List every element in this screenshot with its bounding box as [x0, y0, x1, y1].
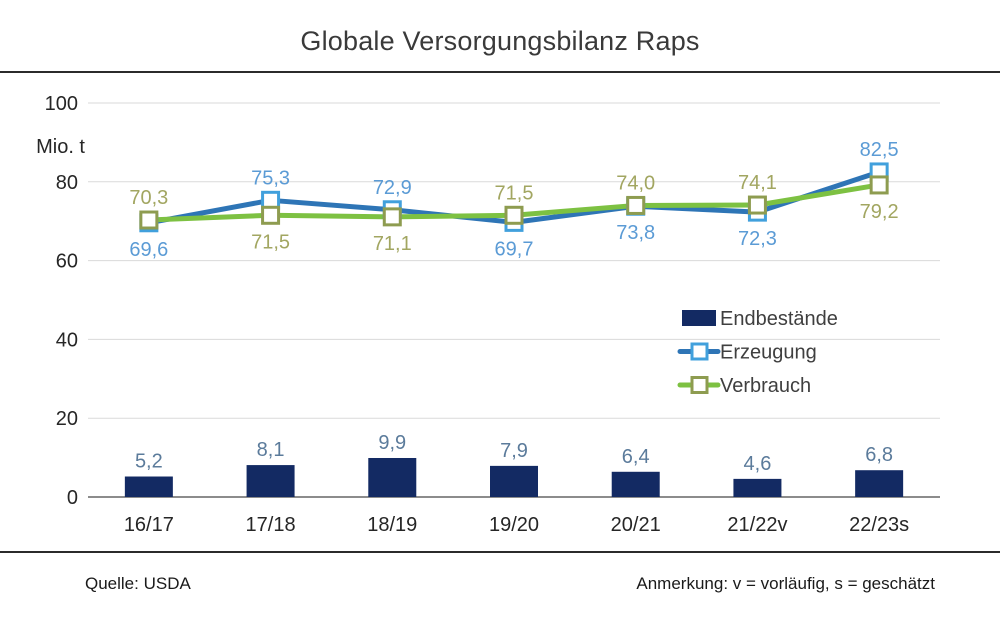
data-label: 73,8 — [616, 222, 655, 244]
data-label: 74,0 — [616, 172, 655, 194]
legend-label: Verbrauch — [720, 375, 811, 397]
marker-verbrauch — [626, 195, 646, 215]
x-tick-label: 22/23s — [849, 514, 909, 536]
marker-verbrauch — [747, 195, 767, 215]
y-tick-label: 20 — [56, 408, 78, 430]
bar — [855, 470, 904, 497]
marker-verbrauch — [139, 210, 159, 230]
data-label: 75,3 — [251, 167, 290, 189]
bar-value-label: 6,8 — [865, 444, 893, 466]
x-tick-label: 21/22v — [727, 514, 787, 536]
data-label: 69,7 — [495, 238, 534, 260]
marker-verbrauch — [869, 175, 889, 195]
source-note: Quelle: USDA — [85, 574, 191, 593]
bar-value-label: 9,9 — [378, 432, 406, 454]
bar — [124, 476, 173, 497]
bottom-divider — [0, 551, 1000, 553]
y-tick-label: 100 — [45, 93, 78, 115]
x-tick-label: 19/20 — [489, 514, 539, 536]
chart-title: Globale Versorgungsbilanz Raps — [300, 26, 700, 56]
marker-verbrauch — [382, 207, 402, 227]
bar-value-label: 7,9 — [500, 440, 528, 462]
bar — [611, 471, 660, 497]
bar — [490, 465, 538, 497]
bar — [733, 478, 782, 497]
data-label: 69,6 — [129, 239, 168, 261]
data-label: 70,3 — [129, 187, 168, 209]
x-tick-label: 16/17 — [124, 514, 174, 536]
legend-label: Erzeugung — [720, 342, 817, 364]
annotation-note: Anmerkung: v = vorläufig, s = geschätzt — [636, 574, 935, 593]
legend-marker-swatch — [690, 342, 709, 361]
bar-value-label: 6,4 — [622, 446, 650, 468]
x-tick-label: 20/21 — [611, 514, 661, 536]
data-label: 71,1 — [373, 233, 412, 255]
x-tick-label: 17/18 — [246, 514, 296, 536]
legend-label: Endbestände — [720, 308, 838, 330]
marker-verbrauch — [504, 205, 524, 225]
data-label: 71,5 — [251, 231, 290, 253]
x-tick-label: 18/19 — [367, 514, 417, 536]
bar-value-label: 5,2 — [135, 451, 163, 473]
y-tick-label: 60 — [56, 251, 78, 273]
bar — [368, 457, 417, 497]
data-label: 79,2 — [860, 201, 899, 223]
y-axis-unit-label: Mio. t — [36, 136, 85, 158]
data-label: 72,9 — [373, 177, 412, 199]
bar-value-label: 4,6 — [744, 453, 772, 475]
legend-bar-swatch — [682, 310, 716, 326]
top-divider — [0, 71, 1000, 73]
data-label: 74,1 — [738, 172, 777, 194]
data-label: 82,5 — [860, 139, 899, 161]
bar — [246, 465, 295, 497]
legend-marker-swatch — [690, 376, 709, 394]
y-tick-label: 40 — [56, 329, 78, 351]
bar-value-label: 8,1 — [257, 439, 285, 461]
data-label: 71,5 — [495, 182, 534, 204]
data-label: 72,3 — [738, 228, 777, 250]
y-tick-label: 0 — [67, 487, 78, 509]
y-tick-label: 80 — [56, 172, 78, 194]
marker-verbrauch — [261, 205, 281, 225]
